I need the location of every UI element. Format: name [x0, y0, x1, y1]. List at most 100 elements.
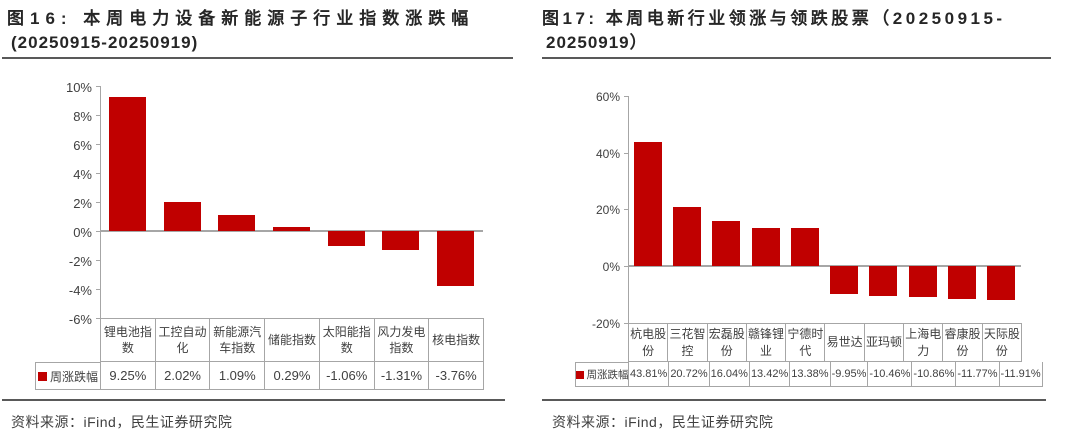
source-divider: [542, 399, 1046, 401]
figure16-source: 资料来源：iFind，民生证券研究院: [11, 414, 233, 430]
y-axis-label: -2%: [68, 254, 92, 269]
y-axis-label: -4%: [68, 283, 92, 298]
figure17-title: 图17: 本周电新行业领涨与领跌股票（20250915- 20250919）: [542, 7, 1006, 54]
category-cell: 杭电股份: [629, 324, 669, 362]
figure17-title-line1: 图17: 本周电新行业领涨与领跌股票（20250915-: [542, 9, 1006, 28]
bar-赣锋锂业: [751, 228, 780, 266]
bar-易世达: [830, 266, 859, 295]
bar-三花智控: [672, 207, 701, 266]
y-axis-label: 20%: [595, 203, 620, 217]
bar-锂电池指数: [108, 96, 146, 231]
category-cell: 三花智控: [668, 324, 708, 362]
bar-储能指数: [273, 226, 310, 231]
y-axis-label: 8%: [73, 109, 92, 124]
bar-天际股份: [987, 266, 1016, 300]
category-cell: 上海电力: [904, 324, 944, 362]
title-underline: [2, 57, 513, 59]
figure16-plot: 10% 8% 6% 4% 2% 0% -2% -4% -6% 锂电池指数 工控自动化 新能源汽车指数储…: [0, 0, 513, 443]
figure16-title-line2: (20250915-20250919): [11, 33, 199, 52]
bar-宏磊股份: [712, 220, 741, 266]
bar-亚玛顿: [869, 266, 898, 296]
y-axis-label: 2%: [73, 196, 92, 211]
bar-宁德时代: [790, 228, 819, 266]
y-axis-label: 40%: [595, 147, 620, 161]
data-table-header: 杭电股份 三花智控 宏磊股份 赣锋锂业 宁德时代 易世达 亚玛顿 上海电力 睿康股份 天际股份: [628, 323, 1022, 362]
series-legend-label: 周涨跌幅: [49, 369, 98, 384]
figure17-plot: 60% 40% 20% 0% -20% 杭电股份 三花智控 宏磊股份 赣锋锂业 宁德时代 易世达 亚玛…: [540, 0, 1052, 443]
y-axis-label: -20%: [591, 317, 620, 331]
value-cell: 0.29%: [265, 362, 320, 390]
value-cell: 9.25%: [101, 362, 156, 390]
bar-风力发电指数: [382, 231, 420, 250]
value-cell: 20.72%: [669, 362, 710, 387]
value-cell: -1.31%: [374, 362, 430, 390]
bar-睿康股份: [948, 266, 976, 300]
value-cell: -3.76%: [429, 362, 484, 390]
category-cell: 宏磊股份: [707, 324, 747, 362]
y-axis-tick: [96, 144, 100, 145]
y-axis-tick: [96, 86, 100, 87]
figure17-title-line2: 20250919）: [546, 33, 648, 52]
source-divider: [2, 399, 505, 401]
category-cell: 工控自动化: [155, 319, 211, 362]
value-cell: -10.86%: [912, 362, 957, 387]
y-axis-tick: [96, 202, 100, 203]
zero-baseline: [628, 265, 1021, 267]
series-color-swatch-icon: [37, 371, 47, 381]
series-legend: 周涨跌幅: [35, 362, 100, 390]
figure16-title: 图16: 本周电力设备新能源子行业指数涨跌幅 (20250915-2025091…: [7, 7, 474, 54]
category-cell: 宁德时代: [786, 324, 826, 362]
value-cell: -9.95%: [830, 362, 869, 387]
value-cell: -10.46%: [868, 362, 913, 387]
y-axis-line: [100, 86, 101, 318]
category-cell: 锂电池指数: [101, 319, 156, 362]
category-cell: 天际股份: [982, 324, 1022, 362]
y-axis-tick: [624, 266, 628, 267]
value-cell: -11.77%: [956, 362, 1000, 387]
category-cell: 新能源汽车指数: [210, 319, 266, 362]
figure16-title-line1: 图16: 本周电力设备新能源子行业指数涨跌幅: [7, 9, 475, 28]
value-cell: 13.38%: [790, 362, 831, 387]
category-cell: 赣锋锂业: [746, 324, 787, 362]
series-legend: 周涨跌幅: [575, 362, 629, 387]
y-axis-tick: [624, 96, 628, 97]
value-cell: 16.04%: [709, 362, 750, 387]
data-table-values: 43.81% 20.72% 16.04% 13.42% 13.38% -9.95% -10.…: [628, 362, 1043, 387]
y-axis-label: -6%: [68, 312, 92, 327]
category-cell: 储能指数: [265, 319, 320, 362]
category-cell: 易世达: [825, 324, 865, 362]
category-cell: 睿康股份: [943, 324, 983, 362]
title-underline: [542, 57, 1051, 59]
value-cell: 43.81%: [629, 362, 670, 387]
y-axis-label: 0%: [73, 225, 92, 240]
zero-baseline: [100, 230, 483, 232]
y-axis-label: 10%: [65, 80, 92, 95]
category-cell: 亚玛顿: [864, 324, 905, 362]
y-axis-tick: [96, 289, 100, 290]
y-axis-line: [628, 96, 629, 323]
value-cell: -11.91%: [999, 362, 1043, 387]
bar-新能源汽车指数: [218, 215, 256, 231]
y-axis-label: 0%: [602, 260, 620, 274]
bar-上海电力: [908, 266, 937, 297]
bar-工控自动化: [163, 201, 201, 231]
y-axis-tick: [96, 173, 100, 174]
bar-核电指数: [437, 231, 475, 286]
y-axis-tick: [96, 260, 100, 261]
y-axis-tick: [96, 231, 100, 232]
y-axis-label: 4%: [73, 167, 92, 182]
y-axis-label: 60%: [595, 90, 620, 104]
category-cell: 核电指数: [429, 319, 484, 362]
y-axis-tick: [96, 318, 100, 319]
category-cell: 太阳能指数: [319, 319, 375, 362]
value-cell: -1.06%: [319, 362, 375, 390]
figure16-panel: 图16: 本周电力设备新能源子行业指数涨跌幅 (20250915-2025091…: [0, 0, 513, 443]
value-cell: 2.02%: [155, 362, 211, 390]
series-legend-label: 周涨跌幅: [586, 369, 629, 381]
bar-杭电股份: [633, 141, 662, 266]
value-cell: 13.42%: [749, 362, 791, 387]
data-table-values: 9.25% 2.02% 1.09% 0.29% -1.06% -1.31% -3.76%: [100, 362, 484, 390]
figure17-panel: 图17: 本周电新行业领涨与领跌股票（20250915- 20250919） 6…: [540, 0, 1052, 443]
series-color-swatch-icon: [575, 370, 584, 379]
value-cell: 1.09%: [210, 362, 266, 390]
